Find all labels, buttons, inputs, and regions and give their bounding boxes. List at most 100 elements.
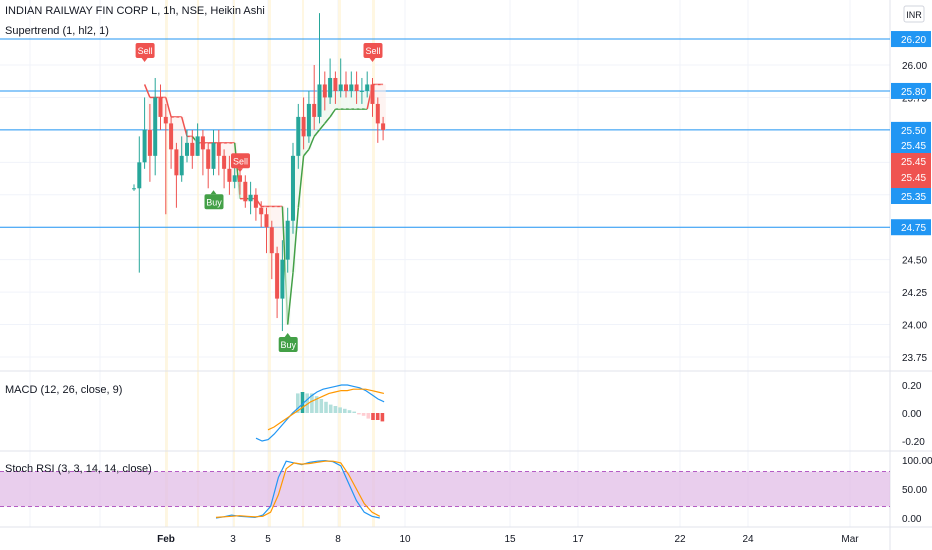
stoch-tick-label: 50.00 (902, 485, 927, 496)
currency-button[interactable] (903, 5, 925, 23)
macd-histogram-bar (328, 404, 333, 413)
candle-body (147, 129, 152, 156)
stoch-d-line (215, 460, 381, 518)
currency-label: INR (906, 10, 922, 20)
macd-histogram-bar (305, 393, 309, 413)
session-highlight (233, 0, 235, 527)
x-tick-label: 15 (504, 534, 516, 545)
candle-body (359, 90, 364, 92)
level-badge (891, 31, 931, 48)
candle-body (365, 84, 370, 91)
candle-body (248, 194, 253, 202)
price-badge-label: 25.45 (901, 173, 926, 184)
x-tick-label: 17 (572, 534, 584, 545)
macd-histogram-bar (366, 413, 371, 419)
price-badge (891, 188, 931, 204)
macd-histogram-bar (357, 413, 361, 415)
candle-body (338, 84, 343, 91)
price-badge-label: 25.45 (901, 157, 926, 168)
signal-badge (135, 43, 155, 58)
price-badge-label: 25.35 (901, 192, 926, 203)
session-highlight (302, 0, 304, 527)
candle-body (238, 175, 242, 182)
candle-body (206, 149, 211, 169)
candle-body (275, 253, 280, 299)
macd-histogram-bar (380, 413, 385, 422)
candle-body (306, 103, 311, 137)
macd-tick-label: 0.20 (902, 381, 922, 392)
signal-pointer (237, 168, 243, 173)
x-tick-label: 10 (399, 534, 411, 545)
candle-body (137, 162, 142, 189)
macd-histogram-bar (300, 392, 305, 413)
signal-pointer (369, 58, 376, 62)
candle-body (211, 142, 216, 169)
candle-body (185, 142, 189, 156)
candle-body (370, 84, 375, 104)
supertrend-fill (380, 84, 386, 130)
signal-label: Sell (365, 46, 380, 56)
candle-body (296, 116, 301, 156)
signal-badge (363, 43, 383, 58)
candle-body (169, 123, 174, 150)
price-badge (891, 169, 931, 185)
supertrend-fill (279, 206, 286, 260)
supertrend-segment (292, 207, 300, 273)
candle-body (312, 103, 317, 117)
candle-body (333, 77, 338, 91)
candle-body (354, 84, 359, 91)
macd-histogram-bar (333, 406, 338, 413)
level-badge (891, 121, 931, 138)
candle-body (222, 155, 227, 169)
candle-body (322, 84, 327, 98)
level-badge (891, 82, 931, 99)
candle-body (195, 136, 200, 156)
candle-body (301, 116, 306, 137)
candle-body (253, 194, 258, 208)
candle-body (291, 155, 295, 221)
x-tick-label: Feb (157, 534, 175, 545)
macd-histogram-bar (338, 407, 342, 413)
session-highlight (372, 0, 375, 527)
supertrend-segment (324, 116, 331, 124)
signal-badge (231, 153, 250, 169)
candle-body (243, 181, 248, 202)
candle-body (153, 97, 158, 156)
supertrend-segment (329, 108, 337, 118)
supertrend-legend: Supertrend (1, hl2, 1) (5, 25, 109, 37)
price-tick-label: 23.75 (902, 353, 927, 364)
macd-histogram-bar (314, 396, 319, 413)
candle-body (349, 84, 354, 91)
level-badge-label: 25.80 (901, 87, 926, 98)
macd-histogram-bar (371, 413, 375, 420)
supertrend-segment (286, 272, 294, 325)
macd-histogram-bar (319, 399, 324, 413)
candle-body (317, 84, 322, 117)
macd-histogram-bar (352, 411, 356, 413)
candle-body (158, 97, 163, 117)
signal-label: Buy (206, 197, 222, 207)
session-highlight (165, 0, 168, 527)
signal-pointer (210, 190, 217, 195)
price-badge (891, 153, 931, 169)
x-tick-label: 3 (230, 534, 236, 545)
session-highlight (268, 0, 271, 527)
supertrend-segment (180, 116, 188, 137)
price-badge (891, 137, 931, 153)
macd-legend: MACD (12, 26, close, 9) (5, 384, 122, 396)
candle-body (227, 168, 232, 182)
candle-body (264, 214, 269, 228)
macd-histogram-bar (343, 408, 347, 413)
signal-label: Sell (138, 46, 153, 56)
signal-badge (278, 337, 298, 353)
signal-label: Sell (233, 156, 248, 166)
price-badge-label: 25.45 (901, 141, 926, 152)
supertrend-segment (318, 122, 326, 131)
chart-title: INDIAN RAILWAY FIN CORP L, 1h, NSE, Heik… (5, 5, 265, 17)
x-tick-label: 22 (674, 534, 686, 545)
stoch-tick-label: 0.00 (902, 514, 922, 525)
macd-histogram-bar (310, 393, 314, 413)
supertrend-segment (308, 136, 315, 150)
candle-body (179, 155, 184, 176)
